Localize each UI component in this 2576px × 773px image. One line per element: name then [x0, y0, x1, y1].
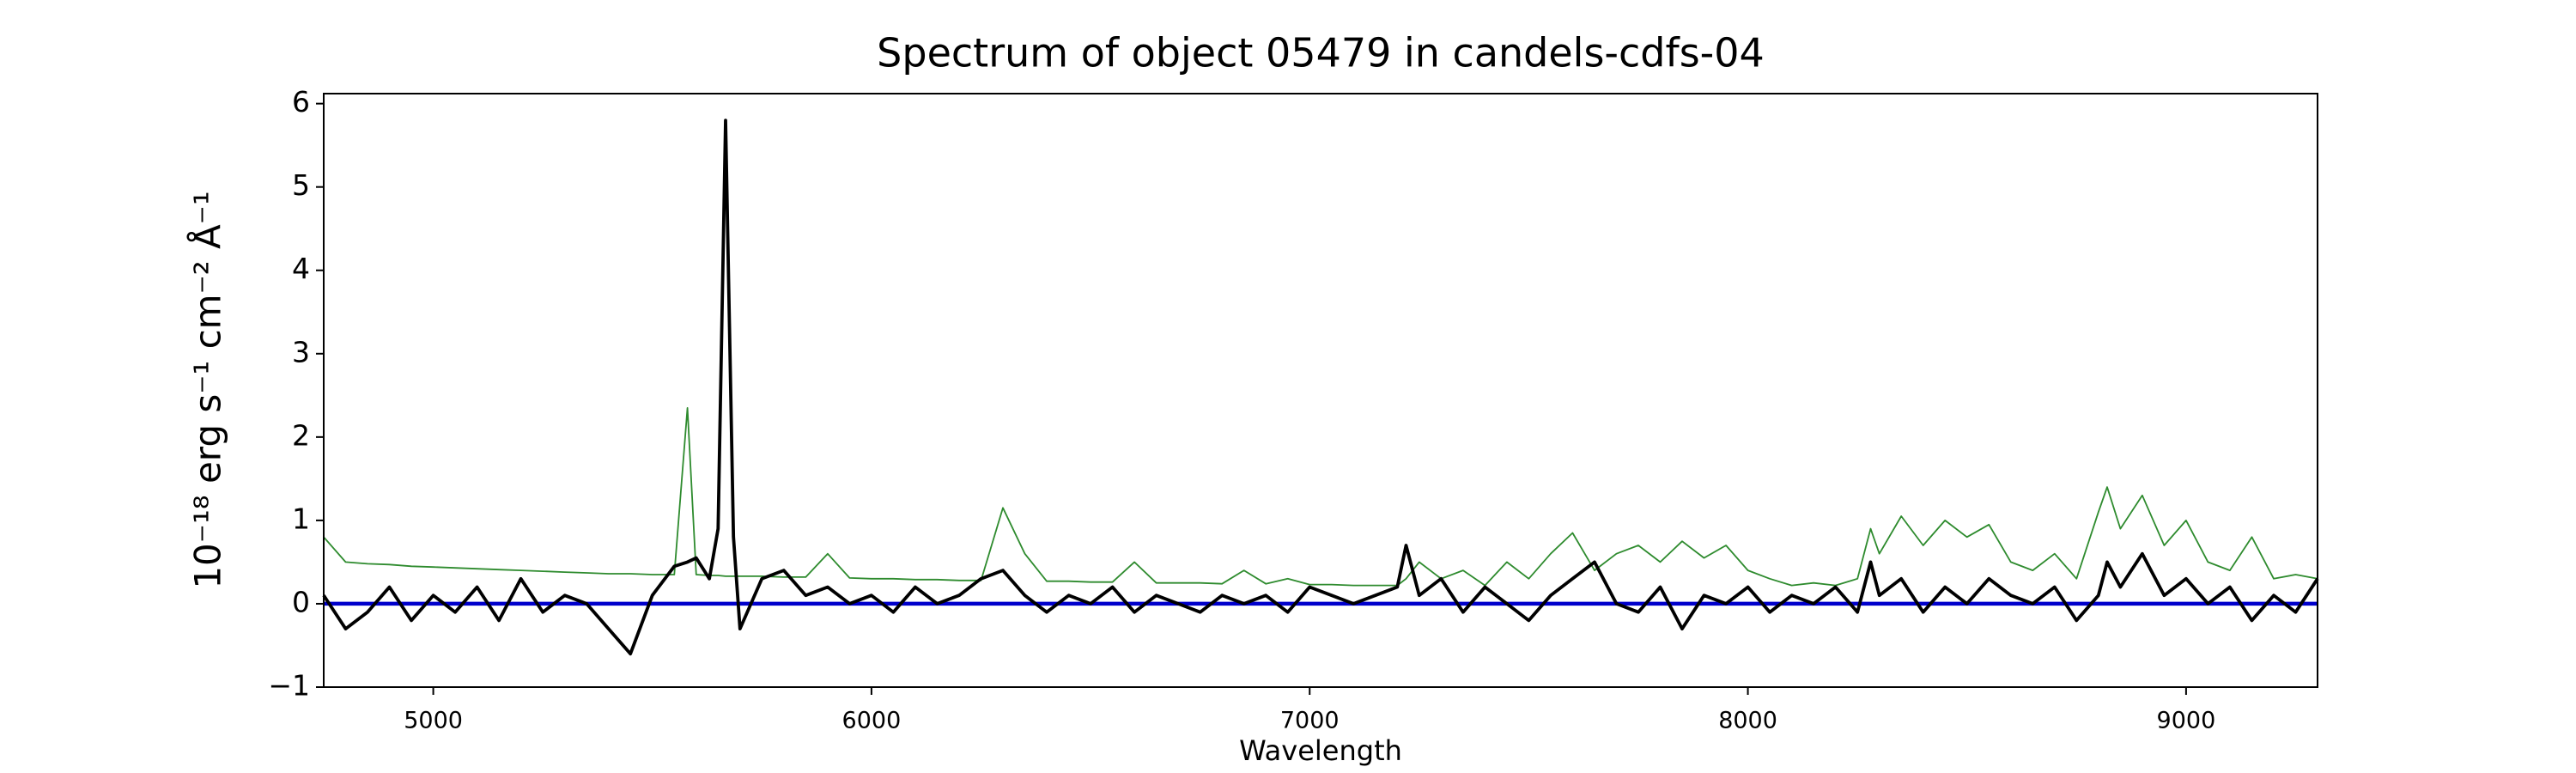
y-tick-label: −1	[268, 669, 310, 703]
x-tick-label: 8000	[1718, 708, 1777, 734]
x-tick-label: 5000	[404, 708, 463, 734]
spectrum-line	[323, 407, 2318, 587]
x-tick-label: 7000	[1280, 708, 1340, 734]
y-tick-label: 0	[292, 585, 310, 618]
y-tick-label: 5	[292, 168, 310, 202]
y-axis-label: 10⁻¹⁸ erg s⁻¹ cm⁻² Å⁻¹	[186, 191, 229, 588]
y-tick-label: 1	[292, 502, 310, 535]
x-tick-label: 9000	[2157, 708, 2216, 734]
x-tick-label: 6000	[842, 708, 902, 734]
y-tick-label: 4	[292, 252, 310, 285]
plot-frame	[323, 93, 2318, 688]
spectrum-line	[322, 119, 2319, 656]
chart-title: Spectrum of object 05479 in candels-cdfs…	[877, 30, 1765, 76]
y-tick-label: 2	[292, 418, 310, 452]
y-tick-label: 3	[292, 335, 310, 368]
y-tick-label: 6	[292, 85, 310, 119]
x-axis-label: Wavelength	[1239, 734, 1402, 767]
